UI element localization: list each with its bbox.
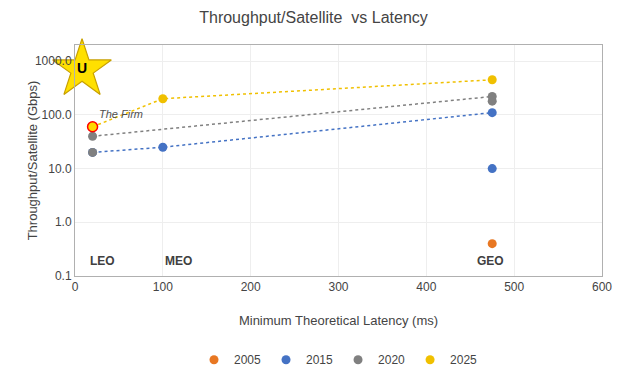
svg-text:200: 200 bbox=[241, 280, 261, 294]
svg-text:400: 400 bbox=[416, 280, 436, 294]
svg-text:100: 100 bbox=[153, 280, 173, 294]
svg-text:Minimum Theoretical Latency (m: Minimum Theoretical Latency (ms) bbox=[239, 313, 438, 328]
svg-text:0: 0 bbox=[72, 280, 79, 294]
svg-text:2020: 2020 bbox=[378, 353, 405, 367]
svg-text:2005: 2005 bbox=[234, 353, 261, 367]
svg-text:1000.0: 1000.0 bbox=[35, 54, 72, 68]
svg-text:U: U bbox=[77, 60, 87, 76]
svg-text:1.0: 1.0 bbox=[55, 215, 72, 229]
svg-text:600: 600 bbox=[592, 280, 612, 294]
svg-text:GEO: GEO bbox=[477, 254, 504, 268]
svg-text:500: 500 bbox=[504, 280, 524, 294]
svg-text:The Firm: The Firm bbox=[99, 108, 143, 120]
svg-text:MEO: MEO bbox=[165, 254, 192, 268]
svg-text:10.0: 10.0 bbox=[48, 162, 72, 176]
svg-text:LEO: LEO bbox=[90, 254, 115, 268]
svg-text:300: 300 bbox=[328, 280, 348, 294]
svg-text:Throughput/Satellite (Gbps): Throughput/Satellite (Gbps) bbox=[25, 81, 40, 241]
svg-text:2025: 2025 bbox=[450, 353, 477, 367]
svg-text:Throughput/Satellite vs Laten: Throughput/Satellite vs Latency bbox=[199, 9, 428, 26]
svg-text:2015: 2015 bbox=[306, 353, 333, 367]
svg-text:100.0: 100.0 bbox=[42, 108, 72, 122]
svg-text:0.1: 0.1 bbox=[55, 269, 72, 283]
